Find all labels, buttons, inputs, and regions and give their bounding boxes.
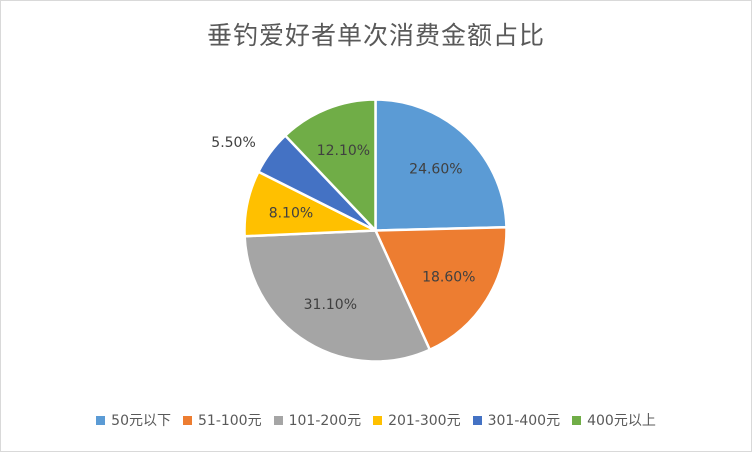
pie-slice-2 xyxy=(374,225,508,351)
chart-title: 垂钓爱好者单次消费金额占比 xyxy=(206,21,545,50)
legend-item-3: 101-200元 xyxy=(273,410,362,430)
legend-label-5: 301-400元 xyxy=(487,413,561,429)
slice-value-label-2: 18.60% xyxy=(422,269,475,285)
legend-item-1: 50元以下 xyxy=(96,410,171,430)
slice-value-label-4: 8.10% xyxy=(269,205,313,221)
legend-swatch-4 xyxy=(373,415,383,425)
slice-value-label-5: 5.50% xyxy=(211,135,255,151)
legend-swatch-2 xyxy=(183,415,192,425)
slice-value-label-1: 24.60% xyxy=(409,162,462,178)
legend-swatch-5 xyxy=(472,415,482,425)
legend-swatch-6 xyxy=(572,415,582,425)
pie-slice-6 xyxy=(283,98,377,232)
legend-label-1: 50元以下 xyxy=(111,413,171,429)
legend-swatch-1 xyxy=(96,415,106,425)
legend-swatch-3 xyxy=(273,415,283,425)
pie-slice-3 xyxy=(243,229,432,363)
slice-value-label-3: 31.10% xyxy=(304,297,357,313)
pie-slice-1 xyxy=(374,98,508,232)
legend-label-2: 51-100元 xyxy=(198,413,262,429)
legend-item-4: 201-300元 xyxy=(373,410,461,430)
legend-label-3: 101-200元 xyxy=(288,413,362,429)
legend-label-6: 400元以上 xyxy=(587,413,656,429)
legend-item-2: 51-100元 xyxy=(183,410,262,430)
slice-value-label-6: 12.10% xyxy=(317,143,370,159)
legend-label-4: 201-300元 xyxy=(388,413,461,429)
legend-item-5: 301-400元 xyxy=(472,410,561,430)
legend: 50元以下 51-100元 101-200元 201-300元 301-400元 400元… xyxy=(0,410,752,430)
legend-item-6: 400元以上 xyxy=(572,410,656,430)
